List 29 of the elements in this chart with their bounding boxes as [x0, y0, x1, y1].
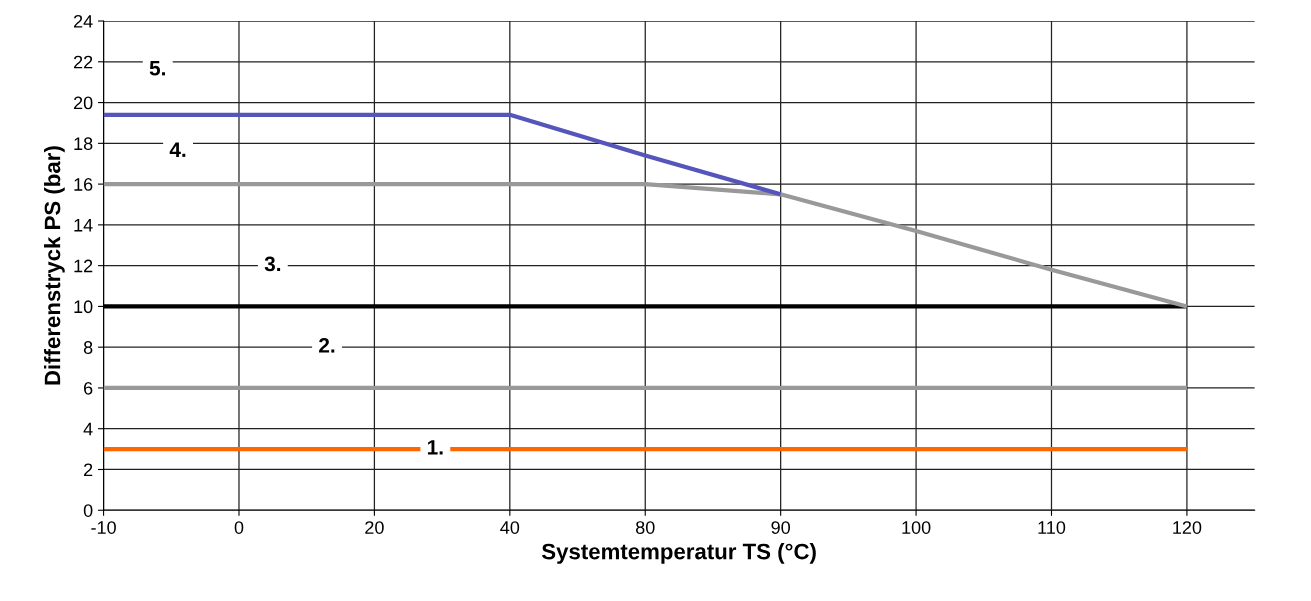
annotation: 1. — [427, 440, 443, 455]
y-tick-label: 6 — [84, 381, 93, 395]
x-tick-label: 40 — [500, 521, 520, 534]
x-tick-label: 100 — [902, 521, 931, 534]
y-tick-label: 24 — [73, 14, 93, 28]
y-tick-label: 10 — [74, 300, 93, 314]
x-axis-title: Systemtemperatur TS (°C) — [541, 543, 816, 564]
y-tick-label: 4 — [83, 422, 93, 436]
y-tick-label: 18 — [74, 137, 93, 151]
x-tick-label: 90 — [771, 521, 790, 534]
x-tick-label: -10 — [91, 521, 116, 534]
x-tick-label: 20 — [365, 521, 384, 534]
annotation: 5. — [149, 61, 165, 76]
x-tick-label: 110 — [1038, 521, 1066, 534]
annotation: 3. — [264, 256, 281, 272]
y-axis-title: Differenstryck PS (bar) — [44, 146, 65, 385]
y-tick-label: 0 — [83, 504, 93, 517]
x-tick-label: 120 — [1173, 521, 1202, 534]
y-tick-label: 22 — [73, 55, 93, 69]
annotation: 4. — [169, 142, 186, 157]
y-tick-label: 20 — [73, 96, 93, 110]
y-tick-label: 2 — [84, 463, 93, 477]
y-tick-label: 14 — [74, 218, 93, 232]
y-tick-label: 16 — [74, 178, 93, 191]
x-tick-label: 80 — [635, 521, 655, 534]
y-tick-label: 12 — [74, 259, 93, 273]
x-tick-label: 0 — [234, 521, 244, 534]
y-tick-label: 8 — [83, 341, 93, 354]
annotation: 2. — [319, 338, 335, 353]
